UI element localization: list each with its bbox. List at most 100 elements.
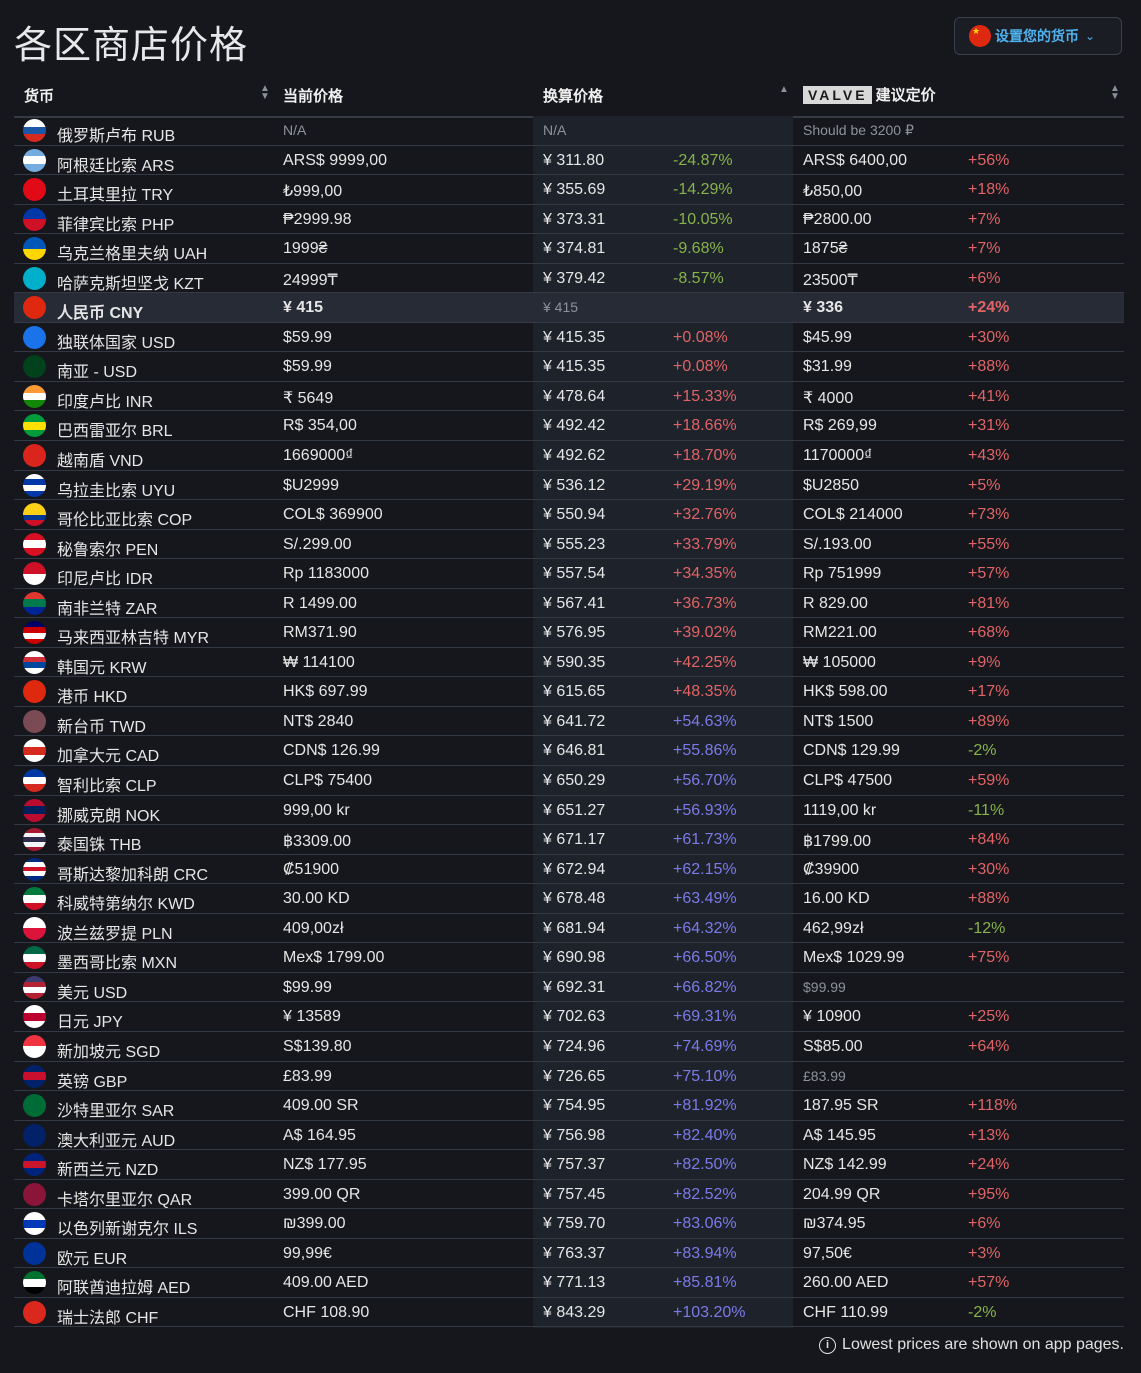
sort-icon[interactable]: ▲ ▼ <box>1110 83 1120 102</box>
recommended-price: S/.193.00 <box>803 535 872 553</box>
recommended-diff: +30% <box>968 860 1010 878</box>
recommended-diff: +73% <box>968 506 1010 524</box>
recommended-diff: +41% <box>968 387 1010 405</box>
converted-diff: +69.31% <box>673 1008 737 1026</box>
currency-name: 日元 JPY <box>57 1014 123 1032</box>
currency-name: 英镑 GBP <box>57 1073 128 1091</box>
current-price: 399.00 QR <box>283 1185 361 1203</box>
currency-name: 泰国铢 THB <box>57 837 142 855</box>
recommended-price: 23500₸ <box>803 271 858 289</box>
converted-diff: +82.40% <box>673 1126 737 1144</box>
recommended-price: £83.99 <box>803 1067 846 1084</box>
converted-price: ¥ 692.31 <box>543 978 606 996</box>
currency-name: 阿根廷比索 ARS <box>57 157 175 175</box>
column-header-converted-price[interactable]: 换算价格 <box>543 88 604 105</box>
recommended-price: A$ 145.95 <box>803 1126 876 1144</box>
recommended-price: 1119,00 kr <box>803 801 877 819</box>
recommended-diff: -2% <box>968 1303 997 1321</box>
converted-diff: +103.20% <box>673 1303 746 1321</box>
column-header-current-price[interactable]: 当前价格 <box>283 88 344 105</box>
table-row: 乌克兰格里夫纳 UAH 1999₴ ¥ 374.81 -9.68% 1875₴ +7% <box>14 234 1124 264</box>
recommended-diff: +88% <box>968 890 1010 908</box>
column-header-recommended-price[interactable]: VALVE 建议定价 <box>803 84 936 105</box>
chevron-down-icon: ⌄ <box>1085 29 1096 43</box>
column-header-currency[interactable]: 货币 <box>24 88 55 105</box>
table-row: 瑞士法郎 CHF CHF 108.90 ¥ 843.29 +103.20% CHF 11… <box>14 1298 1124 1328</box>
recommended-diff: +3% <box>968 1244 1001 1262</box>
set-currency-button[interactable]: 设置您的货币 ⌄ <box>954 17 1122 55</box>
current-price: $59.99 <box>283 358 332 376</box>
recommended-price: 187.95 SR <box>803 1097 879 1115</box>
current-price: Mex$ 1799.00 <box>283 949 385 967</box>
recommended-diff: +13% <box>968 1126 1010 1144</box>
recommended-diff: +68% <box>968 624 1010 642</box>
recommended-price: COL$ 214000 <box>803 506 903 524</box>
converted-price: ¥ 702.63 <box>543 1008 606 1026</box>
sort-ascending-icon[interactable]: ▲ <box>779 84 789 95</box>
flag-icon <box>23 916 46 940</box>
current-price: N/A <box>283 122 307 138</box>
converted-price: ¥ 557.54 <box>543 565 606 583</box>
current-price: A$ 164.95 <box>283 1126 356 1144</box>
converted-price: ¥ 374.81 <box>543 240 606 258</box>
table-row: 人民币 CNY ¥ 415 ¥ 415 ¥ 336 +24% <box>14 293 1124 323</box>
info-icon: i <box>819 1336 837 1354</box>
recommended-price: ₡39900 <box>803 860 860 878</box>
table-row: 科威特第纳尔 KWD 30.00 KD ¥ 678.48 +63.49% 16.00 K… <box>14 884 1124 914</box>
table-row: 卡塔尔里亚尔 QAR 399.00 QR ¥ 757.45 +82.52% 204.99… <box>14 1180 1124 1210</box>
converted-price: ¥ 415.35 <box>543 358 606 376</box>
recommended-price: RM221.00 <box>803 624 877 642</box>
currency-name: 印尼卢比 IDR <box>57 571 154 589</box>
recommended-diff: +7% <box>968 210 1001 228</box>
currency-name: 新西兰元 NZD <box>57 1162 159 1180</box>
recommended-diff: +59% <box>968 772 1010 790</box>
price-table: 俄罗斯卢布 RUB N/A N/A Should be 3200 ₽ 阿根廷比索 ARS… <box>14 116 1124 1328</box>
converted-price: ¥ 492.62 <box>543 447 606 465</box>
current-price: S/.299.00 <box>283 535 352 553</box>
flag-icon <box>23 975 46 999</box>
currency-name: 瑞士法郎 CHF <box>57 1309 159 1327</box>
sort-icon[interactable]: ▲ ▼ <box>260 83 270 102</box>
currency-name: 港币 HKD <box>57 689 128 707</box>
table-header: 货币 ▲ ▼ 当前价格 换算价格 ▲ VALVE 建议定价 ▲ ▼ <box>14 80 1124 118</box>
current-price: NZ$ 177.95 <box>283 1156 367 1174</box>
recommended-diff: +43% <box>968 447 1010 465</box>
flag-icon <box>23 503 46 527</box>
recommended-price: CDN$ 129.99 <box>803 742 900 760</box>
set-currency-label: 设置您的货币 <box>995 28 1079 44</box>
converted-price: ¥ 757.37 <box>543 1156 606 1174</box>
converted-price: ¥ 671.17 <box>543 831 606 849</box>
converted-price: ¥ 651.27 <box>543 801 606 819</box>
recommended-price: $U2850 <box>803 476 860 494</box>
converted-diff: +0.08% <box>673 328 728 346</box>
converted-price: ¥ 355.69 <box>543 181 606 199</box>
currency-name: 菲律宾比索 PHP <box>57 216 175 234</box>
footer-note: i Lowest prices are shown on app pages. <box>819 1336 1124 1354</box>
flag-icon <box>23 1034 46 1058</box>
table-row: 港币 HKD HK$ 697.99 ¥ 615.65 +48.35% HK$ 598.0… <box>14 677 1124 707</box>
flag-icon <box>23 296 46 320</box>
recommended-diff: +84% <box>968 831 1010 849</box>
currency-name: 加拿大元 CAD <box>57 748 160 766</box>
recommended-price: ARS$ 6400,00 <box>803 151 908 169</box>
currency-name: 新加坡元 SGD <box>57 1043 161 1061</box>
table-row: 哈萨克斯坦坚戈 KZT 24999₸ ¥ 379.42 -8.57% 23500₸ +6% <box>14 264 1124 294</box>
valve-logo: VALVE <box>803 86 872 104</box>
recommended-price: CLP$ 47500 <box>803 772 892 790</box>
recommended-price: $31.99 <box>803 358 852 376</box>
converted-diff: -9.68% <box>673 240 724 258</box>
table-row: 新加坡元 SGD S$139.80 ¥ 724.96 +74.69% S$85.00 +6… <box>14 1032 1124 1062</box>
flag-icon <box>23 828 46 852</box>
recommended-label: 建议定价 <box>875 87 936 104</box>
converted-price: ¥ 690.98 <box>543 949 606 967</box>
table-row: 乌拉圭比索 UYU $U2999 ¥ 536.12 +29.19% $U2850 +5% <box>14 471 1124 501</box>
recommended-price: NZ$ 142.99 <box>803 1156 887 1174</box>
recommended-price: Rp 751999 <box>803 565 882 583</box>
current-price: ¥ 415 <box>283 299 324 317</box>
converted-price: ¥ 311.80 <box>543 151 605 169</box>
table-row: 印尼卢比 IDR Rp 1183000 ¥ 557.54 +34.35% Rp 7519… <box>14 559 1124 589</box>
converted-price: N/A <box>543 122 567 138</box>
current-price: R$ 354,00 <box>283 417 357 435</box>
converted-diff: +82.50% <box>673 1156 737 1174</box>
recommended-price: R 829.00 <box>803 594 868 612</box>
